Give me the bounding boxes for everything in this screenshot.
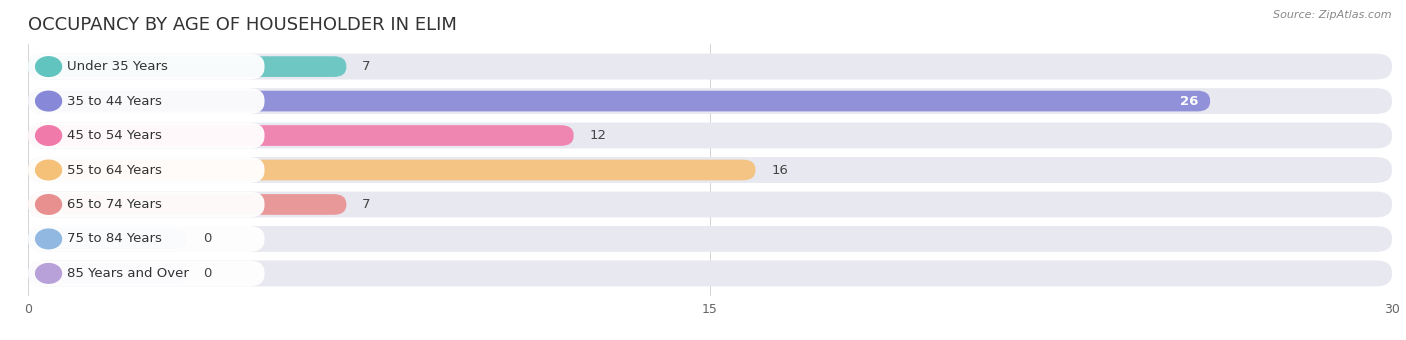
FancyBboxPatch shape [28, 54, 1392, 80]
Circle shape [35, 264, 62, 283]
FancyBboxPatch shape [28, 54, 264, 80]
FancyBboxPatch shape [28, 91, 1211, 112]
FancyBboxPatch shape [28, 194, 346, 215]
FancyBboxPatch shape [28, 263, 187, 284]
Circle shape [35, 126, 62, 146]
Text: Under 35 Years: Under 35 Years [66, 60, 167, 73]
Text: 45 to 54 Years: 45 to 54 Years [66, 129, 162, 142]
FancyBboxPatch shape [28, 226, 1392, 252]
FancyBboxPatch shape [28, 123, 1392, 149]
Text: 7: 7 [363, 198, 371, 211]
FancyBboxPatch shape [28, 260, 1392, 286]
Text: 26: 26 [1181, 95, 1199, 107]
Circle shape [35, 57, 62, 76]
FancyBboxPatch shape [28, 191, 1392, 217]
FancyBboxPatch shape [28, 125, 574, 146]
FancyBboxPatch shape [28, 260, 264, 286]
FancyBboxPatch shape [28, 56, 346, 77]
Text: 0: 0 [202, 233, 211, 245]
Text: 35 to 44 Years: 35 to 44 Years [66, 95, 162, 107]
Text: 85 Years and Over: 85 Years and Over [66, 267, 188, 280]
Text: Source: ZipAtlas.com: Source: ZipAtlas.com [1274, 10, 1392, 20]
Text: 75 to 84 Years: 75 to 84 Years [66, 233, 162, 245]
Text: 55 to 64 Years: 55 to 64 Years [66, 164, 162, 176]
Text: 7: 7 [363, 60, 371, 73]
Circle shape [35, 229, 62, 249]
FancyBboxPatch shape [28, 228, 187, 249]
Text: 16: 16 [772, 164, 789, 176]
Text: 0: 0 [202, 267, 211, 280]
FancyBboxPatch shape [28, 157, 264, 183]
Circle shape [35, 194, 62, 214]
Text: 65 to 74 Years: 65 to 74 Years [66, 198, 162, 211]
FancyBboxPatch shape [28, 157, 1392, 183]
Text: OCCUPANCY BY AGE OF HOUSEHOLDER IN ELIM: OCCUPANCY BY AGE OF HOUSEHOLDER IN ELIM [28, 16, 457, 34]
FancyBboxPatch shape [28, 88, 1392, 114]
FancyBboxPatch shape [28, 160, 755, 180]
FancyBboxPatch shape [28, 88, 264, 114]
Circle shape [35, 160, 62, 180]
FancyBboxPatch shape [28, 226, 264, 252]
Circle shape [35, 91, 62, 111]
FancyBboxPatch shape [28, 123, 264, 149]
Text: 12: 12 [589, 129, 606, 142]
FancyBboxPatch shape [28, 191, 264, 217]
